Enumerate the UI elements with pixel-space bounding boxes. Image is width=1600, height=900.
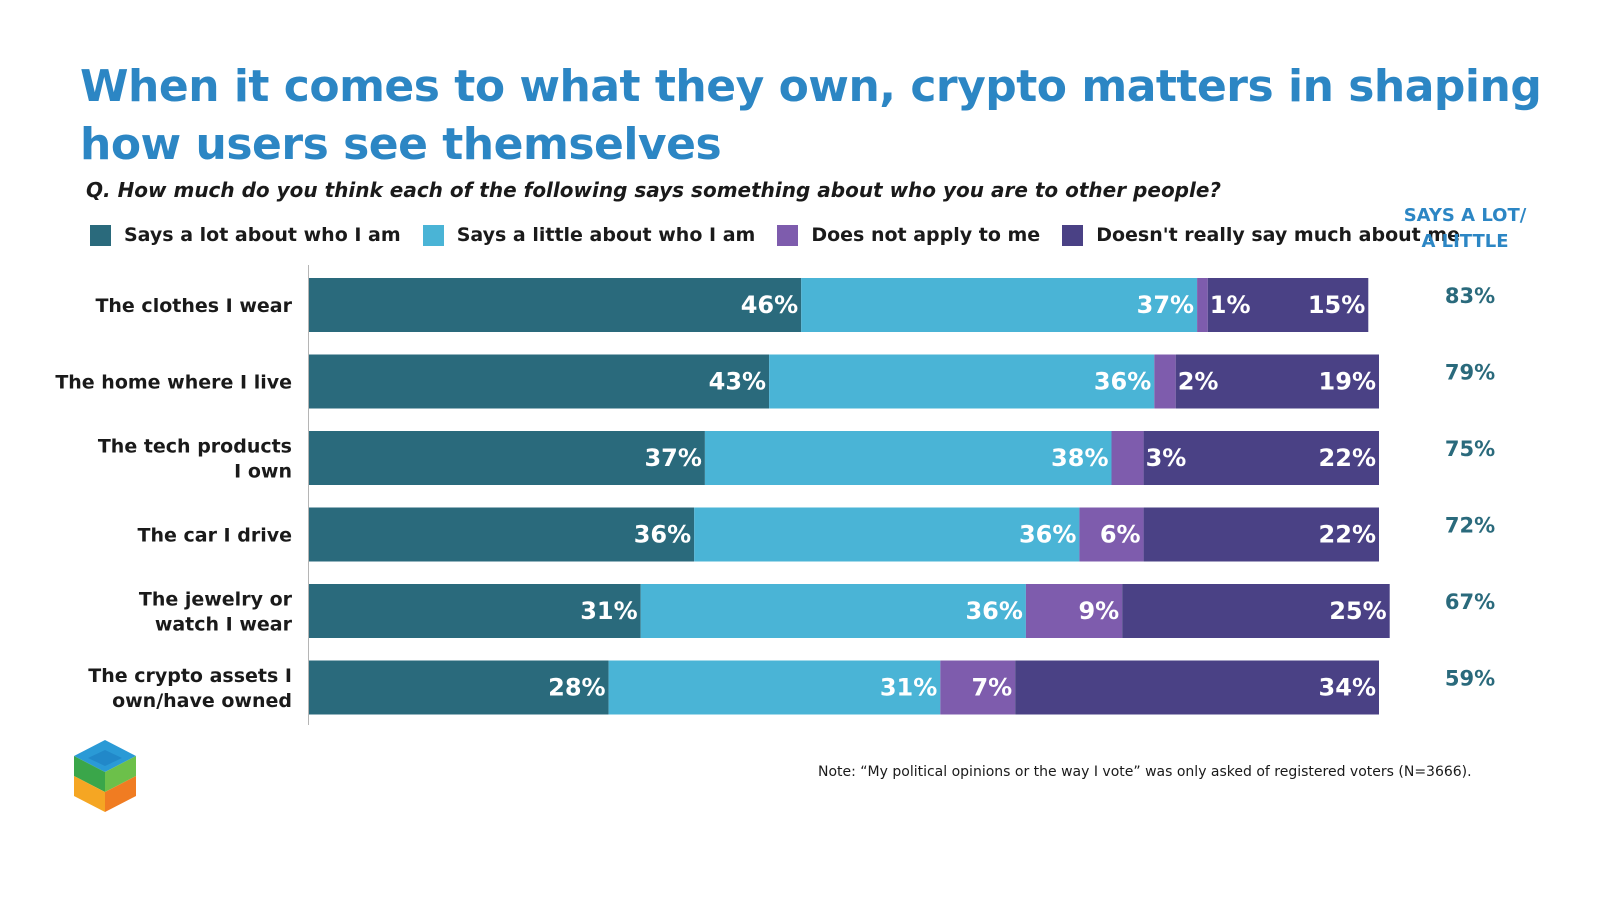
- data-label-doesnt-say-much-2: 22%: [1319, 444, 1376, 472]
- bar-says-a-little-1: [769, 354, 1155, 409]
- footnote: Note: “My political opinions or the way …: [818, 764, 1472, 780]
- legend: Says a lot about who I am Says a little …: [90, 224, 1482, 246]
- bar-says-a-lot-0: [309, 278, 802, 332]
- data-label-doesnt-say-much-3: 22%: [1319, 521, 1376, 549]
- category-label-1-0: The home where I live: [55, 372, 292, 394]
- data-label-says-a-lot-3: 36%: [634, 521, 691, 549]
- summary-column-header: SAYS A LOT/ A LITTLE: [1390, 203, 1540, 255]
- legend-label-says-a-lot: Says a lot about who I am: [124, 224, 401, 246]
- data-label-doesnt-say-much-1: 19%: [1319, 368, 1376, 396]
- summary-values: 83% 79% 75% 72% 67% 59%: [1445, 284, 1495, 691]
- bar-says-a-lot-1: [309, 354, 770, 409]
- data-label-says-a-little-1: 36%: [1094, 368, 1151, 396]
- bar-does-not-apply-1: [1154, 354, 1176, 409]
- category-label-5-0: The crypto assets I: [88, 665, 292, 687]
- summary-value-0: 83%: [1445, 284, 1495, 308]
- data-label-says-a-little-2: 38%: [1051, 444, 1108, 472]
- bar-does-not-apply-0: [1197, 278, 1208, 332]
- data-label-says-a-little-4: 36%: [965, 597, 1022, 625]
- bar-doesnt-say-much-0: [1207, 278, 1369, 332]
- brand-logo-icon: [74, 740, 136, 812]
- chart-title: When it comes to what they own, crypto m…: [80, 58, 1542, 174]
- legend-swatch-says-a-little: [422, 224, 444, 246]
- legend-label-doesnt-say-much: Doesn't really say much about me: [1096, 224, 1461, 246]
- bar-says-a-lot-5: [309, 660, 609, 715]
- summary-header-line-2: A LITTLE: [1421, 231, 1509, 252]
- bar-says-a-little-0: [801, 278, 1198, 332]
- data-label-says-a-little-5: 31%: [880, 674, 937, 702]
- data-label-does-not-apply-3: 6%: [1100, 521, 1141, 549]
- summary-value-4: 67%: [1445, 590, 1495, 614]
- bar-says-a-little-4: [640, 584, 1026, 638]
- data-label-does-not-apply-1: 2%: [1178, 368, 1219, 396]
- category-label-4-1: watch I wear: [155, 614, 293, 636]
- bar-doesnt-say-much-1: [1175, 354, 1379, 409]
- data-label-says-a-lot-4: 31%: [580, 597, 637, 625]
- summary-value-1: 79%: [1445, 361, 1495, 385]
- data-label-says-a-little-0: 37%: [1137, 291, 1194, 319]
- bar-does-not-apply-3: [1079, 507, 1144, 562]
- data-label-doesnt-say-much-5: 34%: [1319, 674, 1376, 702]
- summary-value-5: 59%: [1445, 667, 1495, 691]
- chart-title-line-2: how users see themselves: [80, 119, 722, 170]
- bar-says-a-little-5: [608, 660, 941, 715]
- data-label-doesnt-say-much-0: 15%: [1308, 291, 1365, 319]
- legend-item-says-a-little: Says a little about who I am: [422, 224, 756, 246]
- category-label-4-0: The jewelry or: [139, 589, 293, 611]
- data-label-does-not-apply-0: 1%: [1210, 291, 1251, 319]
- legend-item-does-not-apply: Does not apply to me: [777, 224, 1040, 246]
- summary-value-2: 75%: [1445, 437, 1495, 461]
- chart-title-line-1: When it comes to what they own, crypto m…: [80, 61, 1542, 112]
- bar-says-a-lot-2: [309, 431, 705, 485]
- survey-question: Q. How much do you think each of the fol…: [86, 178, 1222, 202]
- legend-label-does-not-apply: Does not apply to me: [811, 224, 1041, 246]
- bar-says-a-little-2: [704, 431, 1112, 485]
- bar-doesnt-say-much-3: [1143, 507, 1379, 562]
- data-label-does-not-apply-2: 3%: [1146, 444, 1187, 472]
- bar-says-a-little-3: [694, 507, 1080, 562]
- bar-does-not-apply-4: [1025, 584, 1123, 638]
- category-labels: The clothes I wear The home where I live T…: [55, 295, 292, 712]
- data-label-says-a-lot-2: 37%: [644, 444, 701, 472]
- legend-item-doesnt-say-much: Doesn't really say much about me: [1062, 224, 1460, 246]
- category-label-0-0: The clothes I wear: [95, 295, 292, 317]
- summary-header-line-1: SAYS A LOT/: [1403, 205, 1527, 226]
- category-label-2-0: The tech products: [98, 436, 292, 458]
- bar-says-a-lot-4: [309, 584, 641, 638]
- data-label-does-not-apply-5: 7%: [971, 674, 1012, 702]
- legend-item-says-a-lot: Says a lot about who I am: [90, 224, 401, 246]
- bar-data-labels: 46% 37% 1% 15% 43% 36% 2% 19% 37% 38% 3% 22% 36% 36% 6…: [548, 291, 1387, 702]
- legend-label-says-a-little: Says a little about who I am: [456, 224, 756, 246]
- data-label-does-not-apply-4: 9%: [1078, 597, 1119, 625]
- legend-swatch-says-a-lot: [90, 224, 111, 246]
- bar-says-a-lot-3: [309, 507, 695, 562]
- bar-segments: [309, 278, 1390, 715]
- legend-swatch-does-not-apply: [777, 224, 799, 246]
- bar-does-not-apply-5: [940, 660, 1016, 715]
- summary-value-3: 72%: [1445, 514, 1495, 538]
- data-label-says-a-lot-5: 28%: [548, 674, 605, 702]
- bar-doesnt-say-much-4: [1122, 584, 1390, 638]
- bar-doesnt-say-much-2: [1143, 431, 1379, 485]
- data-label-says-a-little-3: 36%: [1019, 521, 1076, 549]
- legend-swatch-doesnt-say-much: [1062, 224, 1084, 246]
- data-label-says-a-lot-1: 43%: [709, 368, 766, 396]
- category-label-5-1: own/have owned: [112, 690, 292, 712]
- bar-doesnt-say-much-5: [1015, 660, 1379, 715]
- data-label-doesnt-say-much-4: 25%: [1329, 597, 1386, 625]
- category-label-3-0: The car I drive: [138, 525, 293, 547]
- data-label-says-a-lot-0: 46%: [741, 291, 798, 319]
- category-label-2-1: I own: [234, 461, 292, 483]
- bar-does-not-apply-2: [1111, 431, 1144, 485]
